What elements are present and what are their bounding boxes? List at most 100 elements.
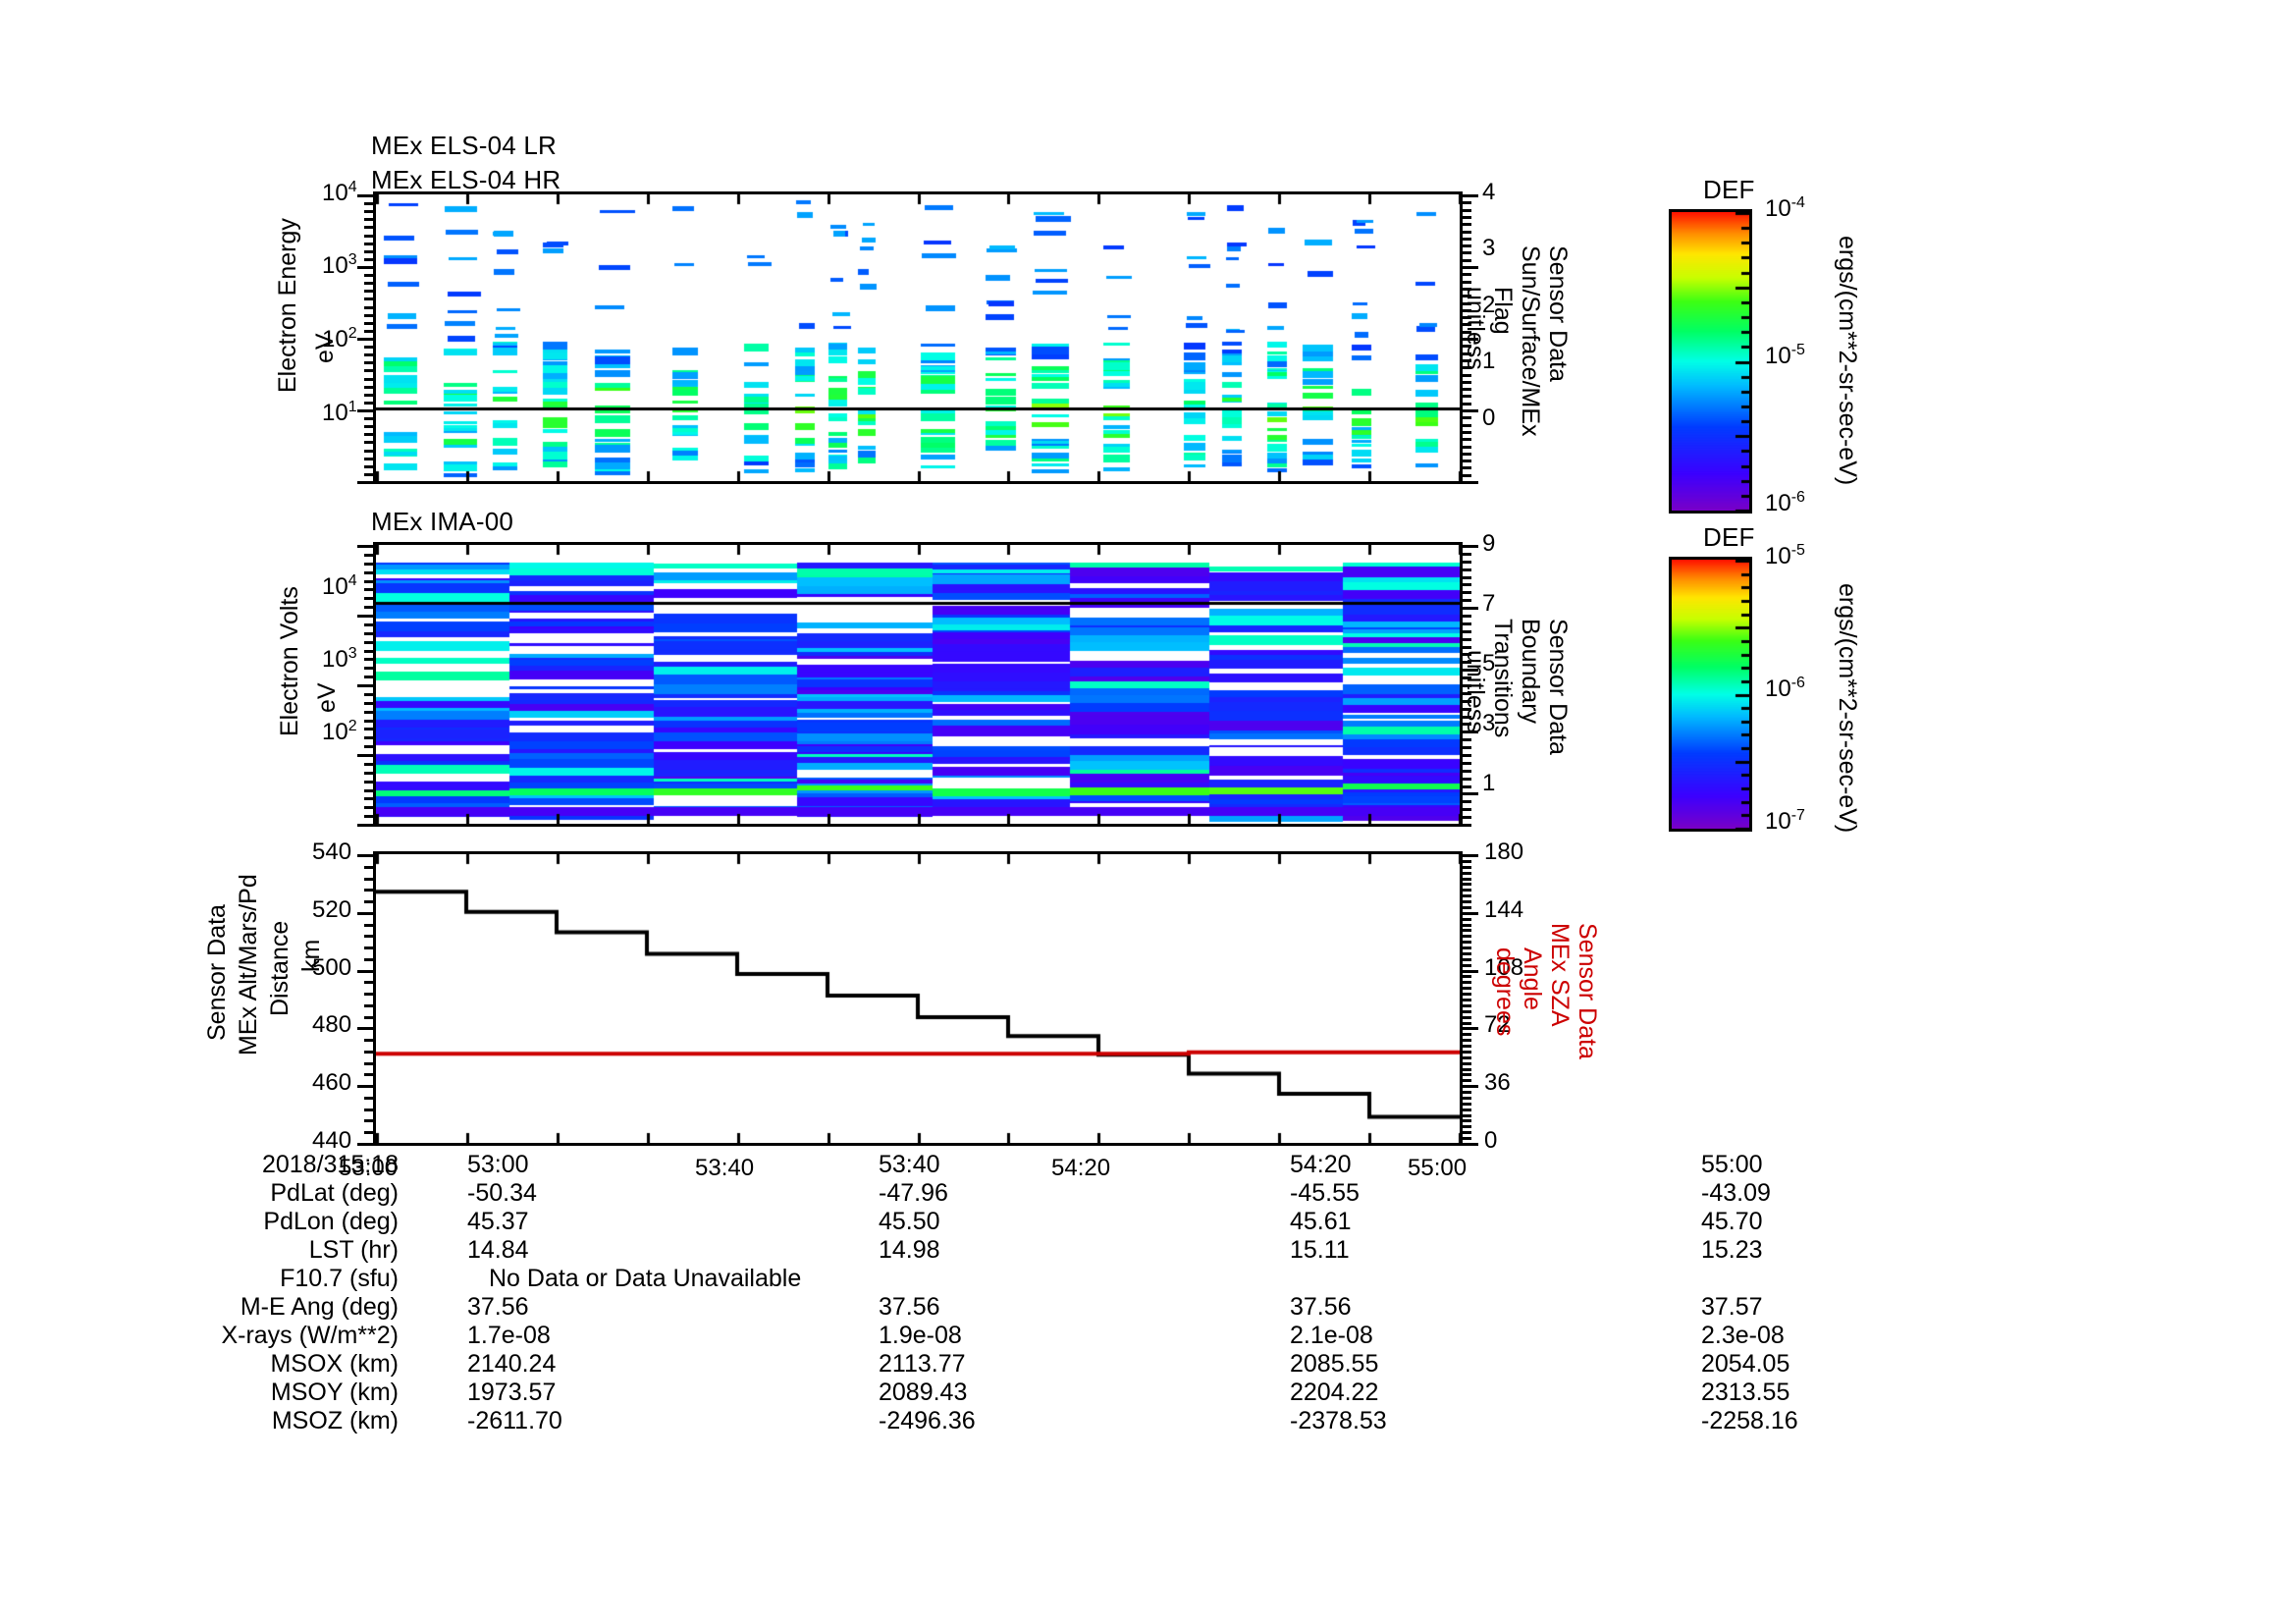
axis-minor-tick — [1463, 308, 1471, 312]
axis-minor-tick — [1463, 929, 1471, 933]
panel-els-right-label-l2: Flag — [1489, 287, 1517, 335]
table-cell: 2113.77 — [879, 1350, 966, 1378]
axis-minor-tick — [1463, 987, 1471, 991]
axis-minor-tick — [1463, 388, 1471, 392]
table-cell: 2.1e-08 — [1290, 1322, 1373, 1349]
axis-minor-tick — [1463, 1125, 1471, 1129]
panel-alt-rtick-36: 36 — [1484, 1069, 1511, 1096]
axis-minor-tick — [1463, 201, 1471, 205]
axis-minor-tick — [364, 570, 373, 574]
axis-minor-tick — [1463, 409, 1478, 412]
axis-minor-tick — [364, 676, 373, 679]
axis-minor-tick — [1463, 1085, 1478, 1089]
axis-minor-tick — [1463, 380, 1471, 384]
axis-minor-tick — [1463, 466, 1471, 470]
axis-minor-tick — [364, 553, 373, 557]
axis-minor-tick — [1463, 1003, 1471, 1007]
panel-alt-rtick-72: 72 — [1484, 1011, 1511, 1038]
axis-minor-tick — [364, 377, 373, 381]
axis-minor-tick — [364, 353, 373, 357]
axis-minor-tick — [364, 1073, 373, 1077]
axis-minor-tick — [1463, 923, 1471, 927]
table-cell: 15.11 — [1290, 1236, 1350, 1264]
panel-els-ytick-2: 102 — [322, 325, 357, 352]
panel-alt-plot[interactable] — [373, 851, 1463, 1146]
panel-ima-plot[interactable] — [373, 542, 1463, 827]
axis-minor-tick — [364, 472, 373, 476]
table-row: MSOZ (km) -2611.70 -2496.36 -2378.53 -2258.1… — [173, 1407, 2057, 1435]
axis-minor-tick — [1463, 287, 1471, 291]
table-row: M-E Ang (deg) 37.56 37.56 37.56 37.57 — [173, 1293, 2057, 1322]
table-cell: 53:00 — [467, 1151, 529, 1178]
panel-alt-ytick-500: 500 — [312, 954, 352, 981]
axis-minor-tick — [1463, 280, 1471, 284]
axis-minor-tick — [357, 911, 373, 915]
axis-minor-tick — [1463, 295, 1471, 298]
axis-minor-tick — [357, 266, 373, 269]
panel-els-plot[interactable] — [373, 191, 1463, 484]
axis-minor-tick — [1463, 769, 1471, 773]
table-cell: 54:20 — [1290, 1151, 1352, 1178]
panel-els-rtick-2: 2 — [1482, 292, 1496, 318]
panel-alt-rtick-180: 180 — [1484, 839, 1524, 865]
table-cell: 37.56 — [1290, 1293, 1352, 1321]
table-row: LST (hr) 14.84 14.98 15.11 15.23 — [173, 1236, 2057, 1265]
panel-els-rtick-0: 0 — [1482, 405, 1496, 431]
panel-alt-ytick-440: 440 — [312, 1127, 352, 1154]
axis-minor-tick — [1463, 323, 1471, 327]
axis-minor-tick — [364, 935, 373, 939]
axis-minor-tick — [364, 417, 373, 421]
colorbar-2-title: DEF — [1703, 522, 1755, 552]
table-cell: 2089.43 — [879, 1379, 968, 1406]
panel-ima-right-label-l2: Transitions — [1489, 619, 1517, 738]
panel-ima-right-label-l1: Boundary — [1517, 619, 1544, 725]
panel-els-right-label-l3: unitless — [1462, 287, 1489, 370]
axis-minor-tick — [364, 562, 373, 566]
table-cell: -45.55 — [1290, 1179, 1360, 1207]
table-row-label: 2018/315:18 — [261, 1151, 399, 1178]
table-cell: 15.23 — [1701, 1236, 1763, 1264]
colorbar-1-tick-bottom: 10-6 — [1765, 489, 1805, 516]
axis-minor-tick — [364, 457, 373, 460]
axis-minor-tick — [364, 900, 373, 904]
axis-minor-tick — [1463, 545, 1478, 548]
axis-minor-tick — [1463, 266, 1478, 269]
axis-minor-tick — [1463, 552, 1471, 556]
axis-minor-tick — [357, 194, 373, 197]
axis-minor-tick — [1463, 707, 1471, 711]
axis-minor-tick — [357, 854, 373, 857]
panel-els-ytick-4: 104 — [322, 179, 357, 206]
axis-minor-tick — [1463, 423, 1471, 427]
axis-minor-tick — [364, 780, 373, 784]
panel-alt-rtick-108: 108 — [1484, 954, 1524, 981]
axis-minor-tick — [1463, 1045, 1471, 1049]
axis-minor-tick — [364, 981, 373, 985]
table-cell: 14.84 — [467, 1236, 529, 1264]
axis-minor-tick — [1463, 599, 1471, 603]
axis-minor-tick — [1463, 883, 1471, 887]
colorbar-1-tick-mid: 10-5 — [1765, 342, 1805, 369]
table-row: 2018/315:18 53:00 53:40 54:20 55:00 — [173, 1151, 2057, 1179]
panel-els-ytick-1: 101 — [322, 399, 357, 426]
axis-minor-tick — [1463, 653, 1471, 657]
axis-minor-tick — [1463, 330, 1471, 334]
axis-minor-tick — [364, 1039, 373, 1043]
xtick-label-1: 53:40 — [695, 1155, 755, 1181]
colorbar-1-units: ergs/(cm**2-sr-sec-eV) — [1834, 236, 1861, 486]
axis-minor-tick — [357, 481, 373, 484]
axis-minor-tick — [364, 1108, 373, 1111]
axis-minor-tick — [364, 305, 373, 309]
axis-minor-tick — [1463, 699, 1471, 703]
axis-minor-tick — [1463, 935, 1471, 939]
panel-alt-right-label-l0: Sensor Data — [1574, 923, 1601, 1059]
axis-minor-tick — [1463, 1033, 1471, 1037]
axis-minor-tick — [364, 433, 373, 437]
axis-minor-tick — [364, 234, 373, 238]
axis-minor-tick — [357, 615, 373, 618]
axis-minor-tick — [1463, 645, 1471, 649]
axis-minor-tick — [1463, 661, 1471, 665]
axis-minor-tick — [364, 1050, 373, 1054]
axis-minor-tick — [1463, 871, 1471, 875]
axis-minor-tick — [364, 274, 373, 278]
table-row-label: M-E Ang (deg) — [240, 1293, 399, 1321]
